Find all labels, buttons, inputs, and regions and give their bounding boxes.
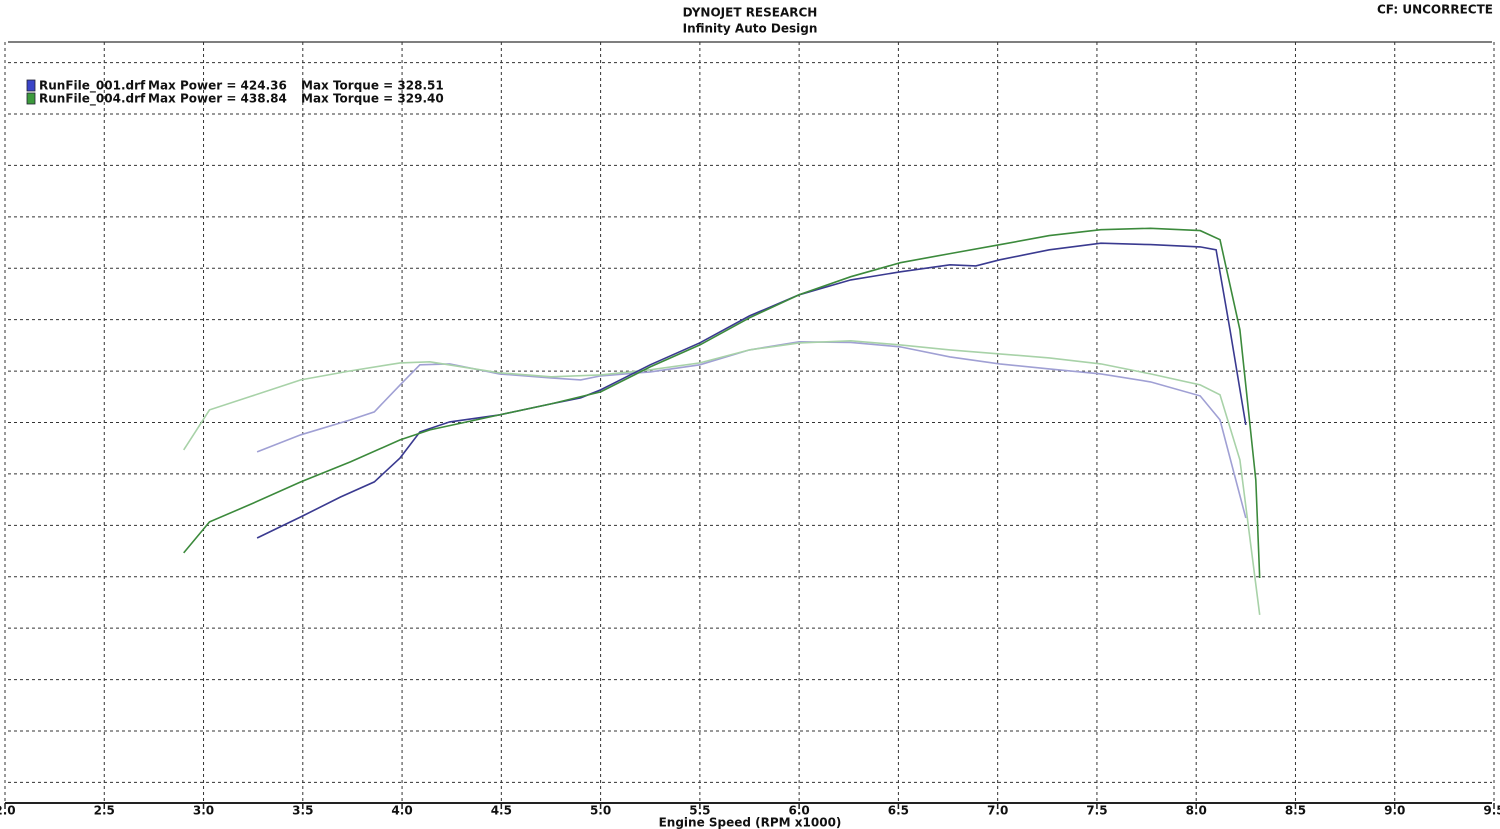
legend-swatch: [26, 92, 36, 105]
x-tick-label: 8.0: [1186, 804, 1207, 818]
torque-curve: [183, 339, 1261, 616]
chart-subtitle: Infinity Auto Design: [683, 22, 818, 36]
legend-max-torque: Max Torque = 328.51: [301, 79, 444, 93]
x-tick-label: 6.5: [888, 804, 909, 818]
legend-name: RunFile_004.drf: [39, 92, 146, 107]
correction-factor: CF: UNCORRECTE: [1377, 3, 1493, 17]
legend-swatch: [26, 79, 36, 92]
legend-max-power: Max Power = 438.84: [148, 92, 287, 106]
x-tick-label: 7.0: [987, 804, 1008, 818]
legend-max-torque: Max Torque = 329.40: [301, 92, 444, 106]
x-tick-label: 6.0: [789, 804, 810, 818]
x-tick-label: 7.5: [1086, 804, 1107, 818]
x-tick-label: 9.5: [1483, 804, 1500, 818]
x-tick-label: 2.5: [94, 804, 115, 818]
torque-curve: [256, 340, 1247, 519]
legend-max-power: Max Power = 424.36: [148, 79, 287, 93]
x-tick-label: 4.5: [491, 804, 512, 818]
x-axis-label: Engine Speed (RPM x1000): [659, 816, 842, 829]
x-tick-label: 4.0: [391, 804, 412, 818]
power-curve: [256, 242, 1247, 539]
x-tick-label: 5.0: [590, 804, 611, 818]
legend-name: RunFile_001.drf: [39, 79, 146, 94]
x-tick-label: 5.5: [689, 804, 710, 818]
x-tick-label: 3.0: [193, 804, 214, 818]
power-curve: [183, 227, 1261, 579]
x-tick-label: 9.0: [1384, 804, 1405, 818]
x-tick-label: 2.0: [0, 804, 16, 818]
x-tick-label: 3.5: [292, 804, 313, 818]
chart-title: DYNOJET RESEARCH: [683, 6, 818, 20]
x-tick-label: 8.5: [1285, 804, 1306, 818]
